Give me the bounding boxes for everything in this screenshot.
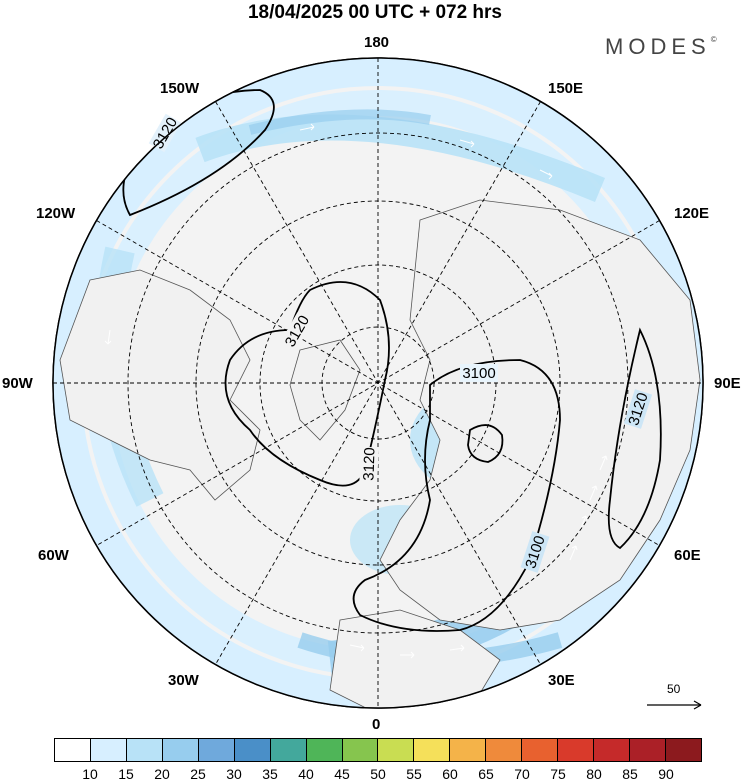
jet-streak-pacific-core xyxy=(248,109,431,135)
contour-3100-europe xyxy=(352,359,561,632)
colorbar-segment xyxy=(126,739,163,761)
colorbar-tick-label: 25 xyxy=(190,766,206,782)
colorbar-segment xyxy=(486,739,523,761)
colorbar-tick-label: 90 xyxy=(658,766,674,782)
colorbar-segment xyxy=(558,739,595,761)
colorbar-segment xyxy=(414,739,451,761)
colorbar-tick-label: 35 xyxy=(262,766,278,782)
label-150e: 150E xyxy=(548,80,584,97)
coastline-greenland xyxy=(289,339,361,441)
colorbar-tick-label: 50 xyxy=(370,766,386,782)
label-30e: 30E xyxy=(548,672,575,689)
brand-logo: MODES© xyxy=(605,34,717,60)
coastline-africa xyxy=(329,609,501,708)
wind-vectors xyxy=(104,123,627,659)
colorbar-tick-label: 85 xyxy=(622,766,638,782)
colorbar-segment xyxy=(342,739,379,761)
contour-label: 3100 xyxy=(462,365,495,382)
copyright-mark: © xyxy=(710,35,717,44)
contour-label: 3120 xyxy=(360,447,378,481)
colorbar-segment xyxy=(378,739,415,761)
graticule xyxy=(53,58,703,708)
colorbar-segment xyxy=(198,739,235,761)
colorbar xyxy=(54,738,702,762)
label-150w: 150W xyxy=(160,80,200,97)
label-90e: 90E xyxy=(714,375,741,392)
label-30w: 30W xyxy=(168,672,199,689)
colorbar-tick-label: 10 xyxy=(82,766,98,782)
globe-outline xyxy=(52,57,704,709)
contour-3100-low xyxy=(467,424,504,463)
colorbar-segment xyxy=(306,739,343,761)
contour-3120-arctic xyxy=(224,281,390,487)
colorbar-tick-label: 65 xyxy=(478,766,494,782)
reference-vector-label: 50 xyxy=(667,682,681,696)
colorbar-tick-label: 70 xyxy=(514,766,530,782)
colorbar-segment xyxy=(234,739,271,761)
label-120e: 120E xyxy=(674,205,710,222)
colorbar-tick-label: 60 xyxy=(442,766,458,782)
colorbar-tick-label: 80 xyxy=(586,766,602,782)
label-60w: 60W xyxy=(38,547,69,564)
colorbar-segment xyxy=(450,739,487,761)
label-90w: 90W xyxy=(2,375,33,392)
colorbar-segment xyxy=(162,739,199,761)
colorbar-tick-label: 75 xyxy=(550,766,566,782)
label-180: 180 xyxy=(364,34,390,51)
colorbar-segment xyxy=(90,739,127,761)
colorbar-tick-label: 40 xyxy=(298,766,314,782)
jet-streak-pacific xyxy=(195,114,605,203)
reference-vector-arrow-icon xyxy=(647,700,702,710)
coastline-north-america xyxy=(59,269,261,501)
colorbar-tick-label: 20 xyxy=(154,766,170,782)
contour-3120-asia xyxy=(607,327,662,550)
colorbar-tick-label: 15 xyxy=(118,766,134,782)
map-title: 18/04/2025 00 UTC + 072 hrs xyxy=(247,2,503,23)
colorbar-ticks: 10 15 20 25 30 35 40 45 50 55 60 65 70 75 80 85 90 xyxy=(54,766,702,782)
colorbar-tick-label: 30 xyxy=(226,766,242,782)
colorbar-segment xyxy=(522,739,559,761)
label-60e: 60E xyxy=(674,547,701,564)
colorbar-tick-label: 45 xyxy=(334,766,350,782)
label-120w: 120W xyxy=(36,205,76,222)
colorbar-tick-label: 55 xyxy=(406,766,422,782)
colorbar-segment xyxy=(55,739,91,761)
geopotential-contours xyxy=(122,89,662,632)
label-0: 0 xyxy=(372,716,381,733)
colorbar-segment xyxy=(594,739,630,761)
brand-name: MODES xyxy=(605,34,711,59)
contour-label-group: 3120 3120 3120 3100 3100 3120 xyxy=(148,113,653,573)
colorbar-segment xyxy=(630,739,666,761)
colorbar-segment xyxy=(270,739,307,761)
polar-stereographic-map: 3120 3120 3120 3100 3100 3120 xyxy=(52,57,704,709)
colorbar-segment xyxy=(665,739,701,761)
